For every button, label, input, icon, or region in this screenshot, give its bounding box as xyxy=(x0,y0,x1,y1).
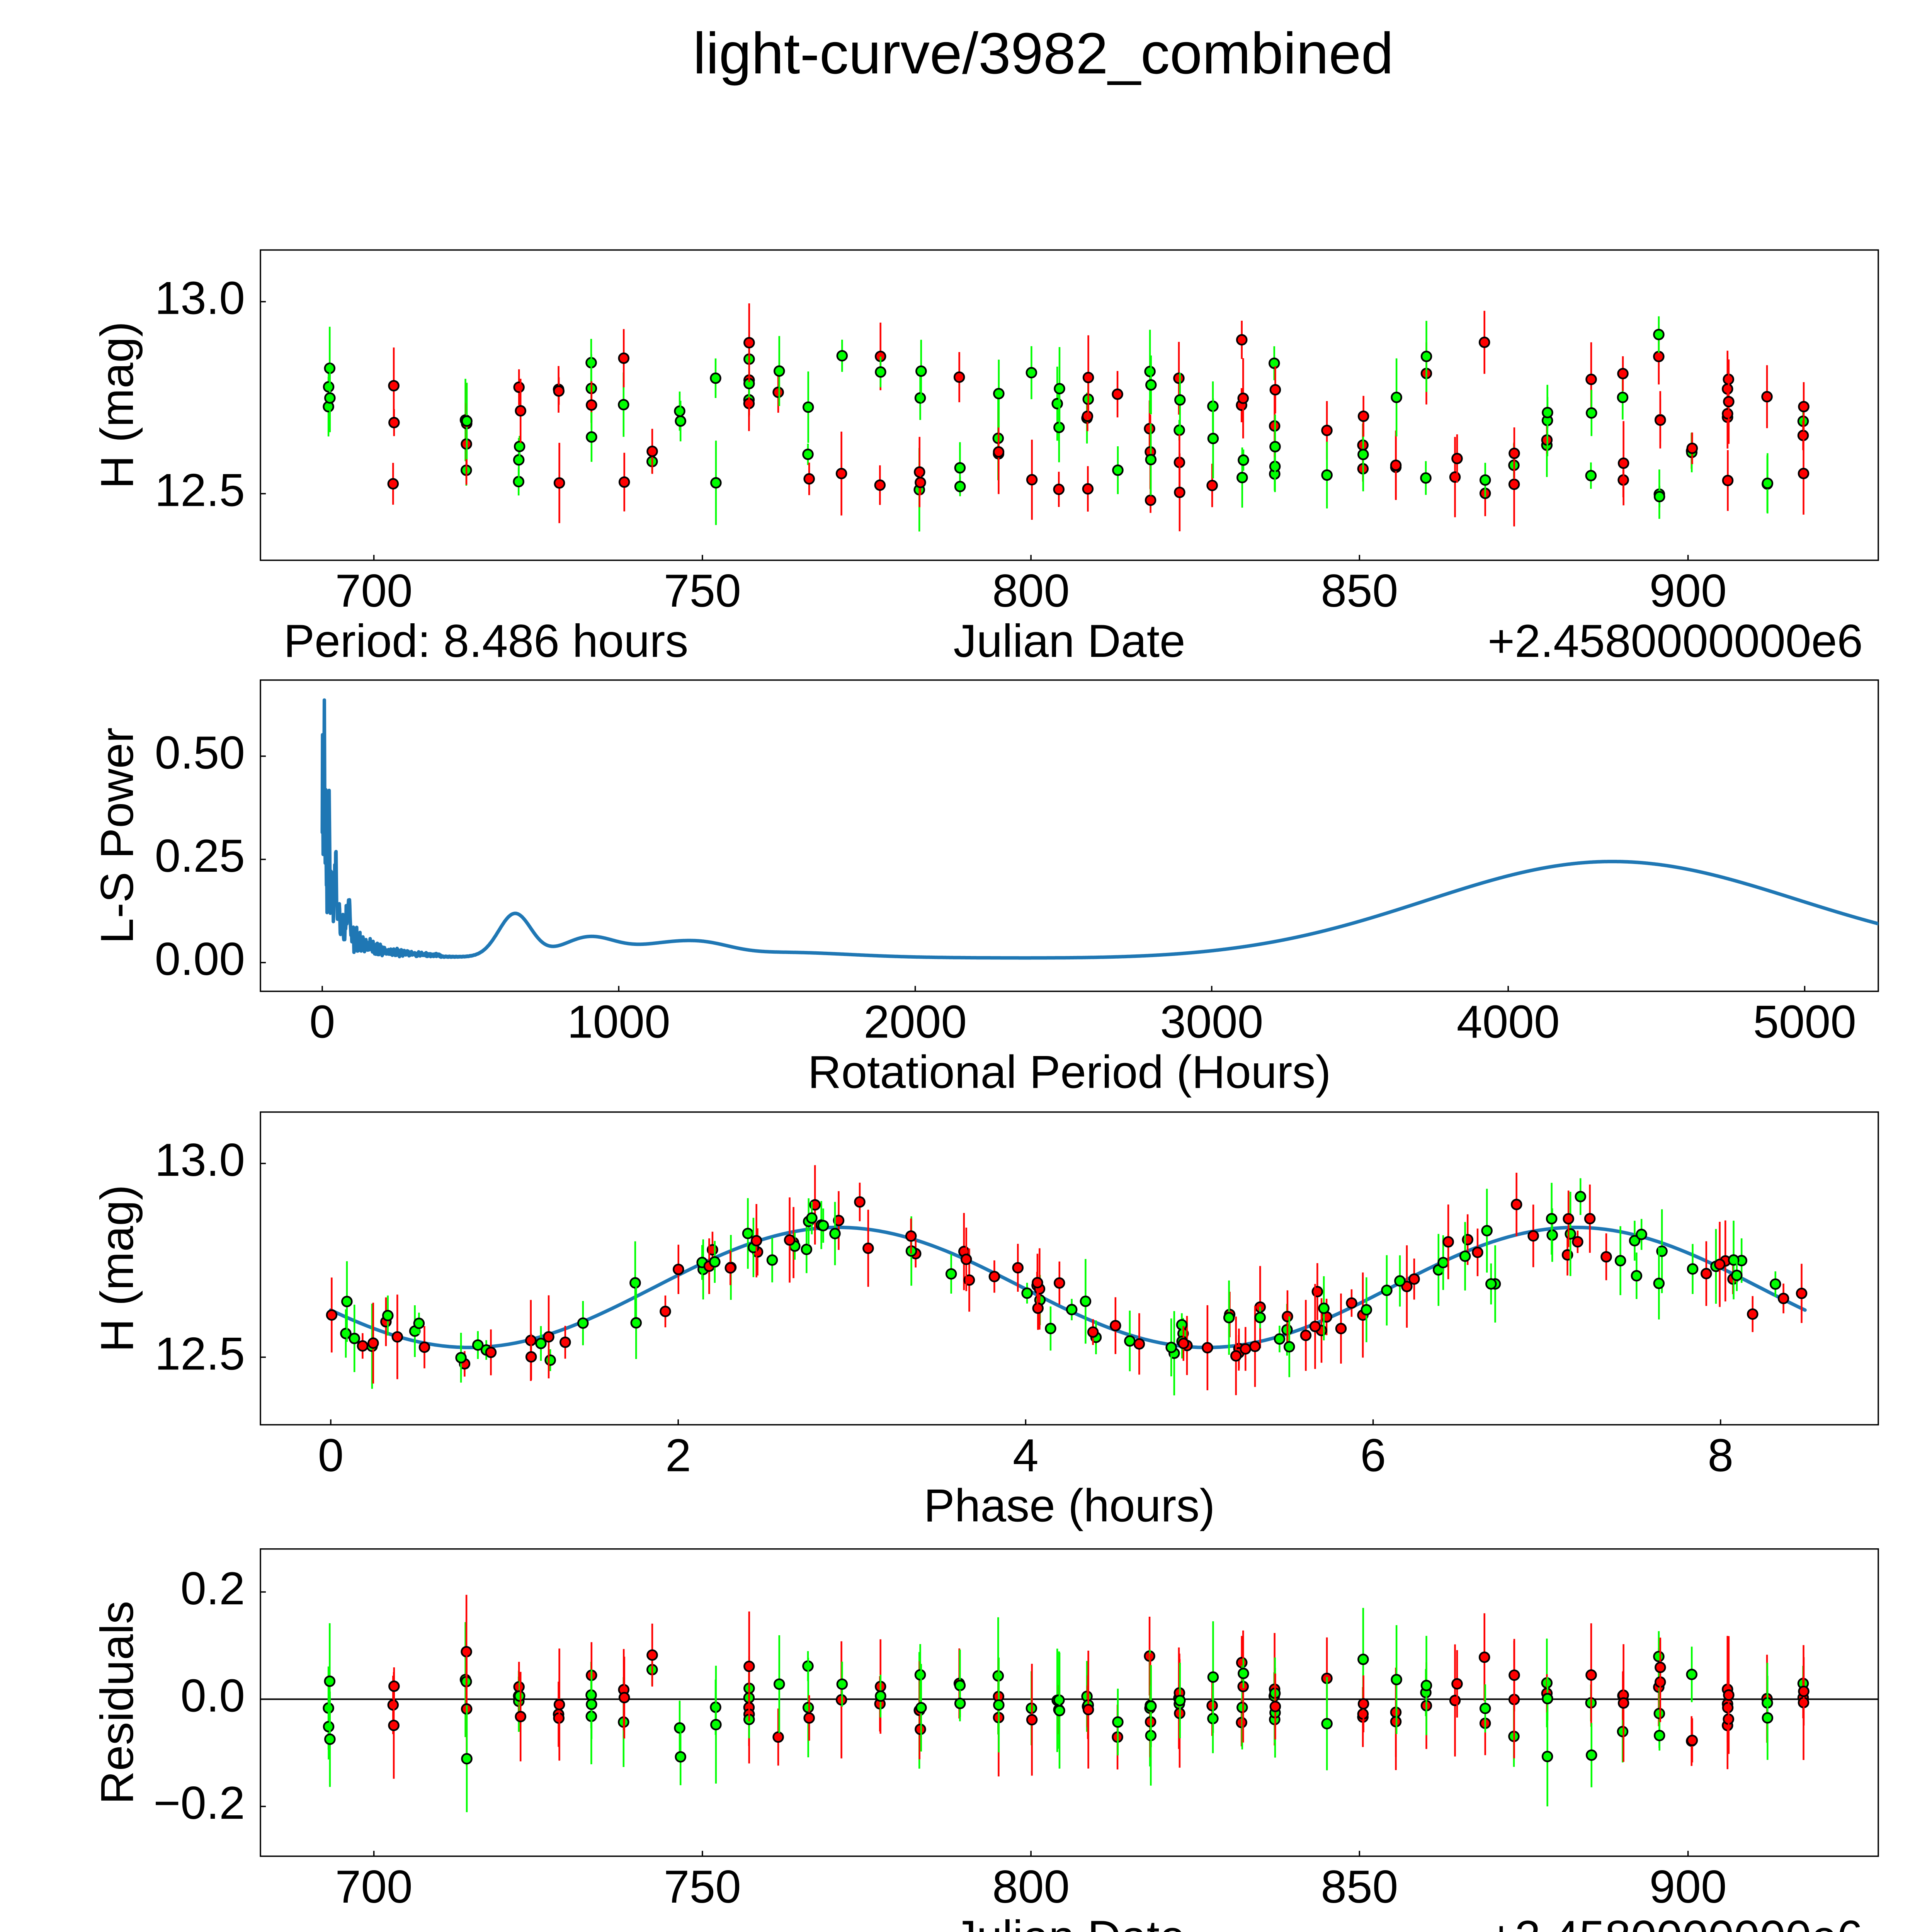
svg-text:750: 750 xyxy=(664,1861,741,1913)
svg-text:13.0: 13.0 xyxy=(155,272,245,324)
svg-text:L-S Power: L-S Power xyxy=(91,728,143,944)
svg-text:12.5: 12.5 xyxy=(155,464,245,516)
svg-text:Period: 8.486 hours: Period: 8.486 hours xyxy=(284,615,688,667)
svg-text:+2.4580000000e6: +2.4580000000e6 xyxy=(1488,1911,1863,1932)
svg-text:0.25: 0.25 xyxy=(155,830,245,882)
svg-text:H (mag): H (mag) xyxy=(91,321,143,489)
svg-text:700: 700 xyxy=(335,565,412,617)
svg-text:0.2: 0.2 xyxy=(180,1563,245,1614)
svg-text:H (mag): H (mag) xyxy=(91,1185,143,1352)
svg-text:Phase (hours): Phase (hours) xyxy=(924,1480,1215,1531)
svg-text:Residuals: Residuals xyxy=(91,1601,143,1804)
svg-text:850: 850 xyxy=(1321,565,1398,617)
svg-text:Julian Date: Julian Date xyxy=(953,615,1185,667)
svg-text:900: 900 xyxy=(1649,1861,1726,1913)
svg-text:−0.2: −0.2 xyxy=(153,1777,245,1829)
svg-text:0.00: 0.00 xyxy=(155,933,245,985)
svg-text:800: 800 xyxy=(992,565,1070,617)
svg-text:5000: 5000 xyxy=(1753,996,1856,1048)
svg-text:8: 8 xyxy=(1708,1429,1733,1481)
svg-text:3000: 3000 xyxy=(1160,996,1263,1048)
svg-text:6: 6 xyxy=(1360,1429,1386,1481)
svg-text:+2.4580000000e6: +2.4580000000e6 xyxy=(1488,615,1863,667)
svg-text:0: 0 xyxy=(310,996,335,1048)
svg-text:0.0: 0.0 xyxy=(180,1670,245,1722)
svg-text:900: 900 xyxy=(1649,565,1726,617)
svg-text:2: 2 xyxy=(665,1429,691,1481)
svg-text:light-curve/3982_combined: light-curve/3982_combined xyxy=(693,20,1393,86)
svg-text:1000: 1000 xyxy=(567,996,670,1048)
svg-text:700: 700 xyxy=(335,1861,412,1913)
svg-text:4: 4 xyxy=(1013,1429,1039,1481)
svg-text:2000: 2000 xyxy=(864,996,967,1048)
svg-text:0.50: 0.50 xyxy=(155,727,245,779)
svg-text:12.5: 12.5 xyxy=(155,1328,245,1379)
svg-text:13.0: 13.0 xyxy=(155,1134,245,1186)
svg-text:850: 850 xyxy=(1321,1861,1398,1913)
svg-text:Rotational Period (Hours): Rotational Period (Hours) xyxy=(808,1046,1331,1098)
svg-text:Julian Date: Julian Date xyxy=(953,1911,1185,1932)
svg-text:0: 0 xyxy=(318,1429,344,1481)
svg-text:750: 750 xyxy=(664,565,741,617)
svg-text:800: 800 xyxy=(992,1861,1070,1913)
svg-text:4000: 4000 xyxy=(1457,996,1560,1048)
